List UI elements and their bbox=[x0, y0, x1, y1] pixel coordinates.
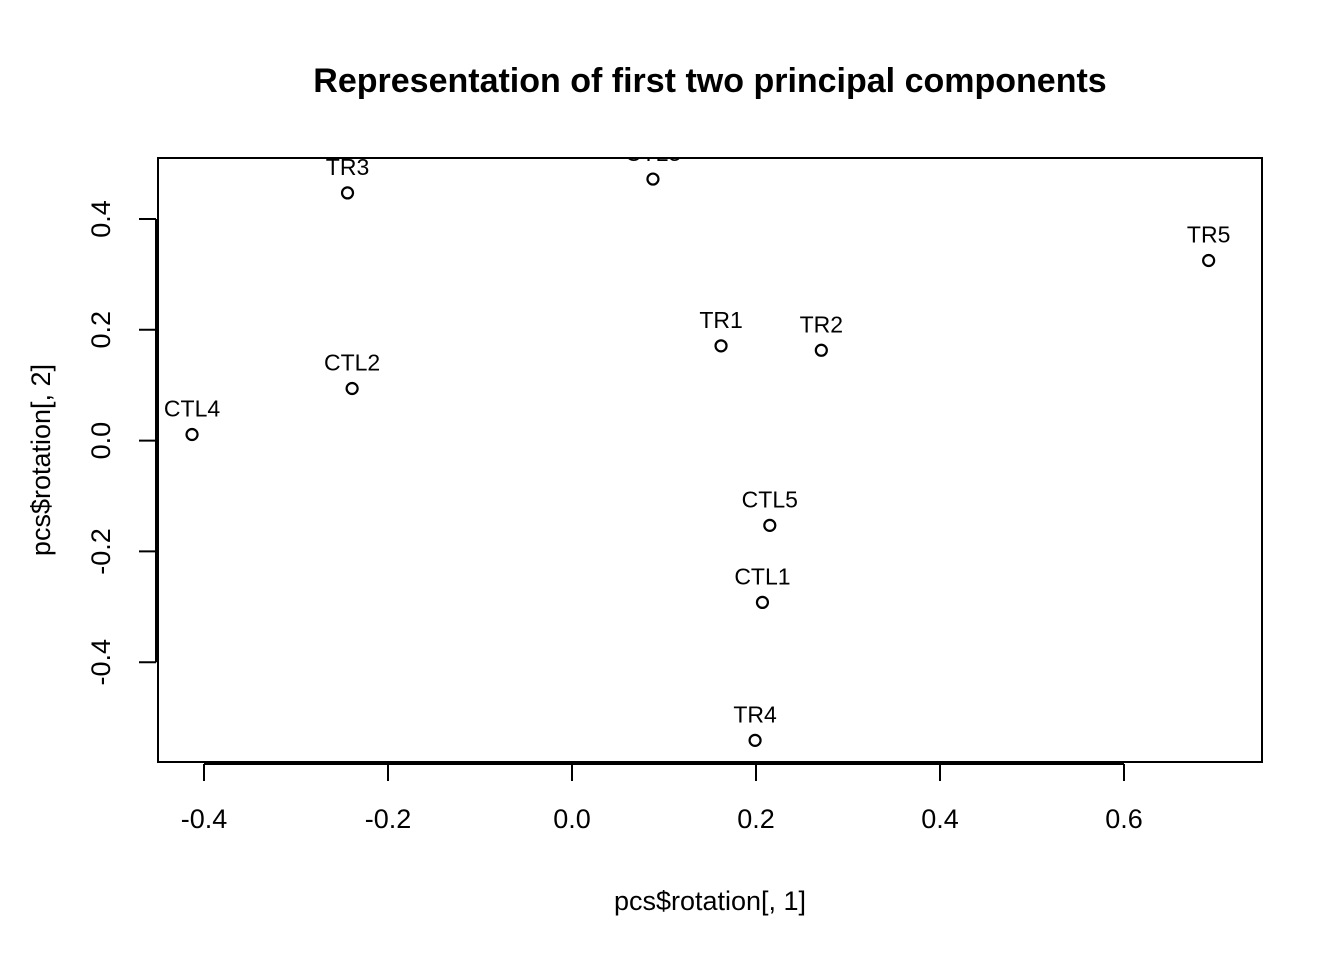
point-label: TR1 bbox=[699, 307, 742, 333]
data-point bbox=[345, 381, 359, 396]
x-tick-label: 0.4 bbox=[921, 804, 959, 834]
point-label: CTL2 bbox=[324, 350, 380, 376]
data-point bbox=[814, 343, 828, 357]
x-tick-label: 0.6 bbox=[1105, 804, 1143, 834]
plot-frame bbox=[157, 157, 1263, 763]
y-tick-label: -0.4 bbox=[86, 639, 116, 686]
data-point bbox=[340, 186, 355, 200]
point-label: TR3 bbox=[326, 154, 369, 180]
data-point bbox=[185, 427, 199, 442]
y-tick-label: -0.2 bbox=[86, 528, 116, 575]
point-label: CTL5 bbox=[742, 486, 798, 512]
data-points: TR3 CTL3 TR5 TR1 TR2 CTL2 CTL4 CTL5 CTL1 TR4 bbox=[164, 140, 1230, 747]
data-point bbox=[646, 172, 660, 186]
y-tick-label: 0.4 bbox=[86, 200, 116, 238]
data-point bbox=[763, 518, 777, 532]
data-point bbox=[755, 595, 770, 610]
y-tick-label: 0.2 bbox=[86, 311, 116, 349]
x-tick-label: 0.0 bbox=[553, 804, 591, 834]
point-label: TR5 bbox=[1187, 222, 1230, 248]
y-tick-label: 0.0 bbox=[86, 422, 116, 460]
data-point bbox=[748, 733, 762, 747]
y-axis-title: pcs$rotation[, 2] bbox=[26, 364, 56, 556]
y-axis: -0.4 -0.2 0.0 0.2 0.4 bbox=[86, 200, 157, 686]
x-tick-label: -0.4 bbox=[181, 804, 228, 834]
point-label: CTL1 bbox=[734, 563, 790, 589]
chart-title: Representation of first two principal co… bbox=[313, 62, 1106, 100]
point-label: TR4 bbox=[733, 701, 777, 727]
data-point bbox=[714, 339, 728, 353]
point-label: CTL4 bbox=[164, 396, 220, 422]
data-point bbox=[1202, 253, 1216, 268]
x-tick-label: 0.2 bbox=[737, 804, 775, 834]
x-tick-label: -0.2 bbox=[365, 804, 412, 834]
point-label: TR2 bbox=[800, 311, 843, 337]
point-label: CTL3 bbox=[625, 140, 681, 166]
x-axis: -0.4 -0.2 0.0 0.2 0.4 0.6 bbox=[181, 763, 1143, 834]
x-axis-title: pcs$rotation[, 1] bbox=[614, 886, 806, 916]
